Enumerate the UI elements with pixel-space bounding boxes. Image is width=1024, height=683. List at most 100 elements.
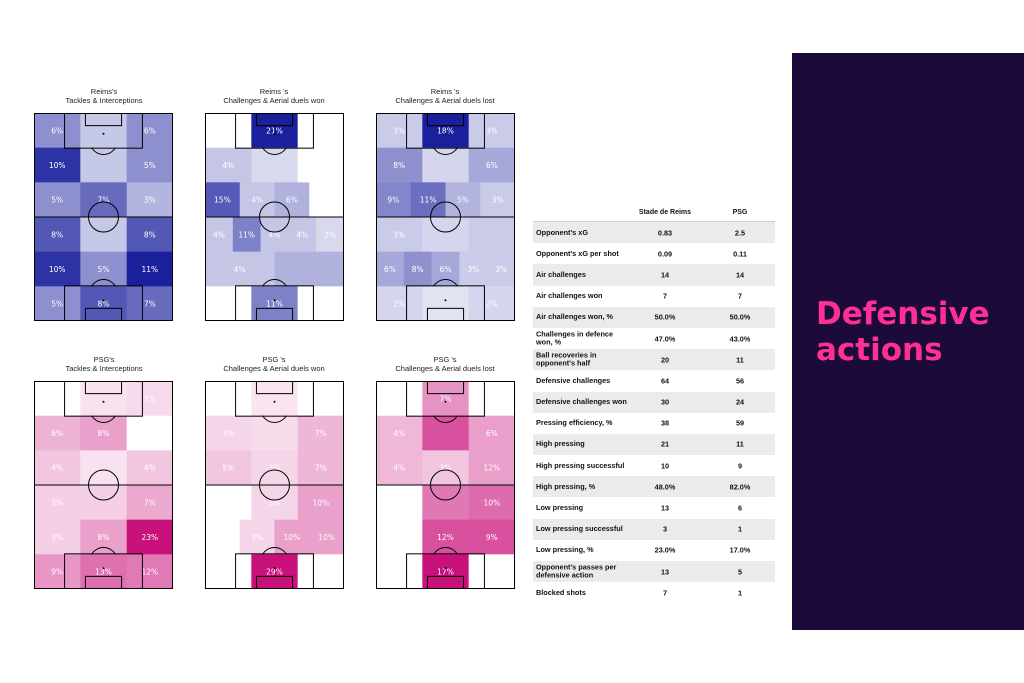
penalty-spot	[444, 400, 447, 403]
heat-zone	[205, 251, 275, 287]
pitch-svg: 0% 2% 6% 8% 4% 4% 3% 7% 3% 8% 23% 9% 13% 12%	[34, 381, 173, 589]
zone-label: 10%	[483, 498, 500, 507]
stat-row: Defensive challenges won 30 24	[533, 391, 775, 413]
zone-label: 0%	[222, 568, 234, 577]
zone-label: 3%	[440, 464, 452, 473]
stats-rows: Opponent's xG 0.83 2.5 Opponent's xG per sh…	[533, 222, 775, 603]
heat-zone	[468, 113, 515, 149]
stat-row: Blocked shots 7 1	[533, 582, 775, 603]
heat-zone	[251, 381, 299, 417]
heat-zone	[80, 485, 128, 521]
heat-zone	[297, 485, 344, 521]
heat-zone	[205, 450, 252, 486]
heat-zone	[431, 251, 460, 287]
stat-label: Low pressing	[536, 502, 584, 512]
heat-zone	[80, 286, 128, 321]
stat-label: Pressing efficiency, %	[536, 418, 613, 428]
zone-label: 0%	[393, 568, 405, 577]
six-yard-box-bottom	[426, 307, 465, 321]
stat-value-reims: 10	[660, 461, 670, 471]
heat-zone	[205, 519, 241, 555]
pitch-reims-tackles: 6% 6% 10% 5% 5% 7% 3% 8% 8% 10% 5% 11% 5% 8% 7%	[34, 113, 173, 321]
zone-label: 8%	[51, 230, 63, 239]
zone-label: 4%	[393, 464, 405, 473]
zone-label: 8%	[412, 265, 424, 274]
six-yard-box-bottom	[255, 575, 294, 589]
zone-label: 5%	[457, 196, 469, 205]
stat-value-psg: 0.11	[733, 249, 747, 259]
heat-zone	[126, 450, 173, 486]
zone-label: 8%	[144, 230, 156, 239]
penalty-spot	[273, 132, 276, 135]
zone-label: 3%	[222, 429, 234, 438]
zone-label: 2%	[486, 300, 498, 309]
stat-label: Air challenges won	[536, 290, 603, 300]
stat-value-psg: 1	[737, 588, 743, 598]
stat-value-psg: 1	[737, 524, 743, 534]
zone-label: 3%	[393, 230, 405, 239]
heat-zone	[205, 286, 252, 321]
zone-label: 4%	[251, 196, 263, 205]
heat-zone	[274, 251, 344, 287]
zone-label: 0%	[393, 394, 405, 403]
heat-zone	[468, 519, 515, 555]
pitch-psg-duels-won: 0% 0% 3% 7% 5% 3% 7% 0% 3% 10% 3% 10% 10% 0% 29% 0%	[205, 381, 344, 589]
heat-zone	[126, 182, 173, 218]
stat-row: Pressing efficiency, % 38 59	[533, 413, 775, 434]
panel-headline: Defensive actions	[816, 296, 1016, 368]
col-header-psg: PSG	[732, 209, 748, 216]
zone-label: 4%	[51, 464, 63, 473]
heat-zone	[126, 113, 173, 149]
heat-zone	[422, 415, 470, 451]
penalty-spot	[102, 132, 105, 135]
heat-zone	[205, 485, 252, 521]
heat-zone	[251, 113, 299, 149]
stat-value-reims: 7	[662, 291, 668, 301]
heat-zone	[422, 113, 470, 149]
stat-row: Opponent's xG per shot 0.09 0.11	[533, 243, 775, 264]
zone-label: 5%	[51, 196, 63, 205]
pitch-title-psg-duels-won: PSG 's Challenges & Aerial duels won	[199, 355, 349, 373]
zone-label: 11%	[238, 230, 255, 239]
stat-value-psg: 24	[735, 397, 745, 407]
heat-zone	[251, 286, 299, 321]
stat-value-reims: 13	[660, 503, 670, 513]
heat-zone	[260, 217, 289, 253]
zone-label: 7%	[98, 196, 110, 205]
penalty-spot	[444, 132, 447, 135]
heat-zone	[251, 147, 299, 183]
title-line: Tackles & Interceptions	[65, 96, 143, 105]
heat-zone	[34, 485, 81, 521]
zone-label: 3%	[144, 196, 156, 205]
penalty-spot	[273, 400, 276, 403]
heat-zone	[80, 217, 128, 253]
zone-label: 0%	[393, 533, 405, 542]
six-yard-box-top	[255, 113, 294, 127]
stat-value-psg: 17.0%	[729, 545, 751, 555]
zone-label: 3%	[467, 265, 479, 274]
stat-row: Low pressing, % 23.0% 17.0%	[533, 540, 775, 561]
zone-label: 7%	[440, 394, 452, 403]
penalty-arc-bottom	[91, 279, 116, 287]
stat-row: Air challenges won, % 50.0% 50.0%	[533, 306, 775, 328]
stat-row: Air challenges won 7 7	[533, 286, 775, 307]
heat-zone	[205, 147, 252, 183]
stat-value-reims: 3	[662, 524, 668, 534]
stat-value-reims: 7	[662, 588, 668, 598]
stat-value-reims: 64	[660, 376, 670, 386]
heat-zone	[205, 415, 252, 451]
zone-label: 3%	[251, 533, 263, 542]
stat-label: Air challenges won, %	[536, 312, 614, 322]
heat-zone	[376, 147, 423, 183]
heat-zone	[34, 381, 81, 417]
stat-value-reims: 20	[660, 355, 670, 365]
heat-zone	[126, 251, 173, 287]
heat-zone	[126, 217, 173, 253]
zone-label: 0%	[321, 196, 333, 205]
heat-zone	[422, 217, 470, 253]
heat-zone	[410, 182, 446, 218]
zone-label: 17%	[437, 568, 454, 577]
pitch-svg: 6% 6% 10% 5% 5% 7% 3% 8% 8% 10% 5% 11% 5% 8% 7%	[34, 113, 173, 321]
heat-zone	[422, 519, 470, 555]
heat-zone	[422, 381, 470, 417]
